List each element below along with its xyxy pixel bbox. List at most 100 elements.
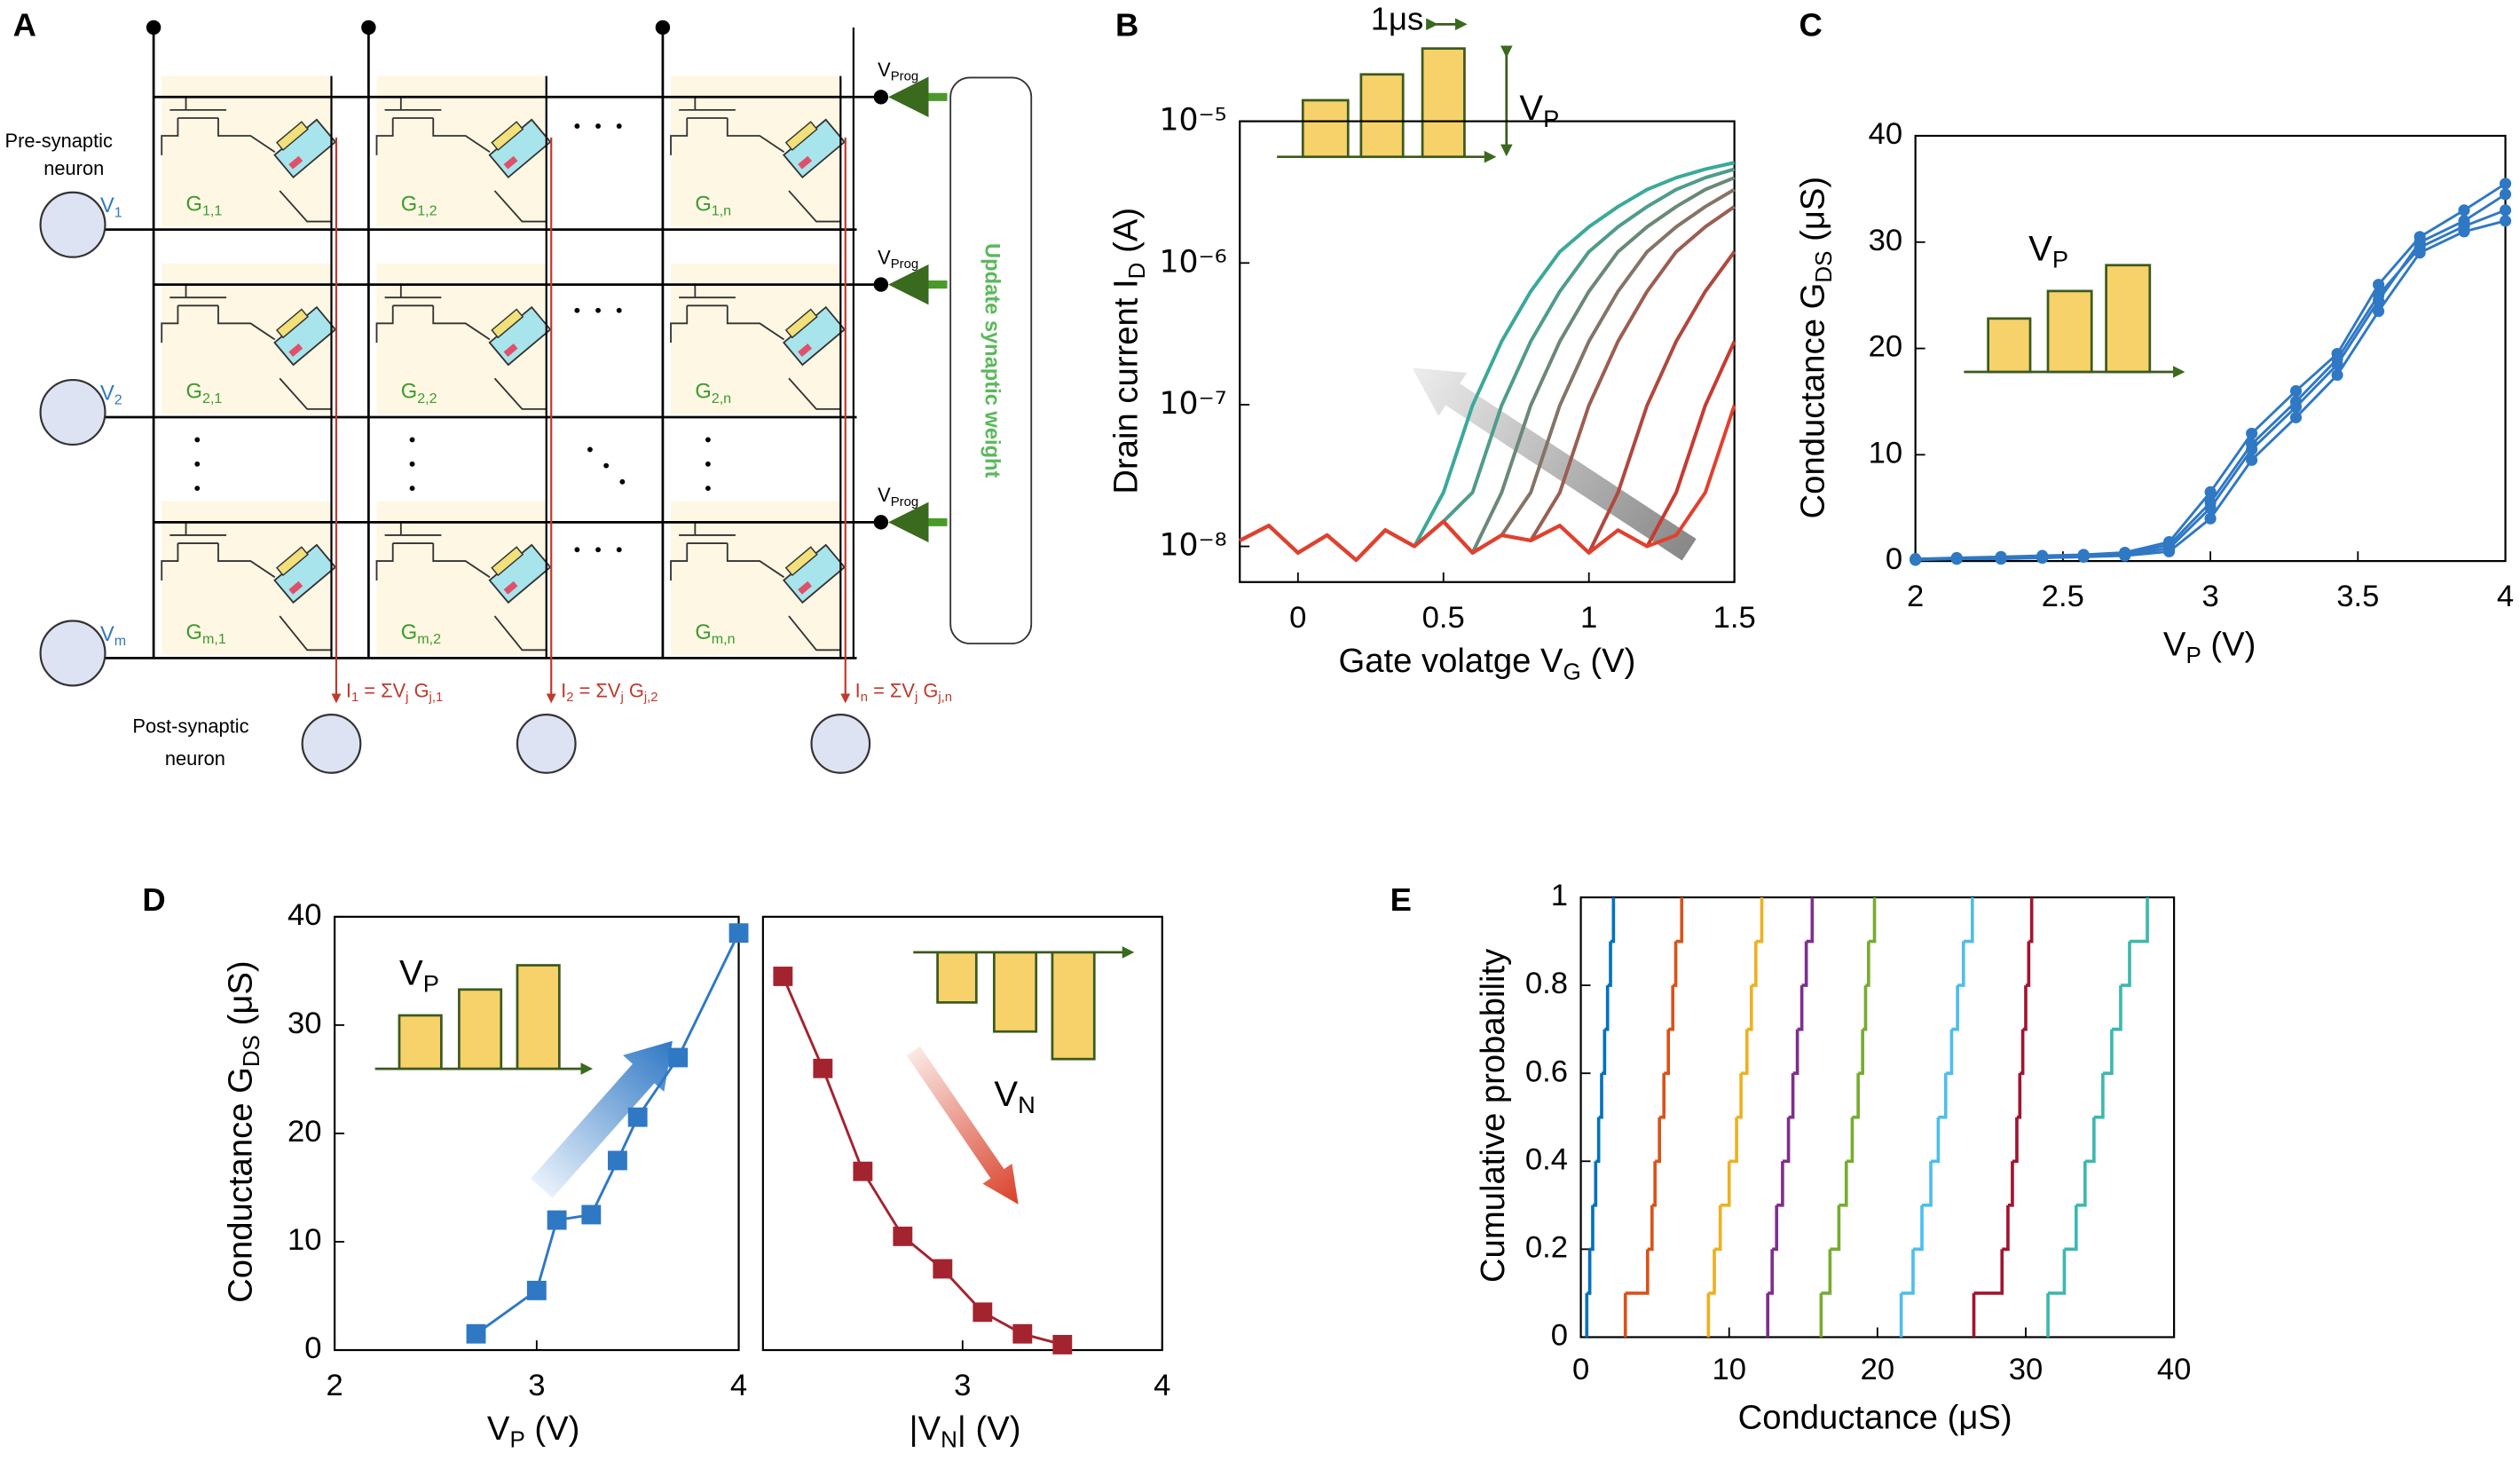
cdf-step xyxy=(1912,1204,1924,1252)
cdf-step xyxy=(1647,1204,1654,1252)
device-gate xyxy=(491,121,524,152)
label-part: P xyxy=(1543,105,1559,132)
cdf-step xyxy=(1792,1029,1799,1076)
data-point xyxy=(2458,215,2470,227)
cdf-step xyxy=(2075,1161,2087,1207)
cdf-step xyxy=(1746,985,1753,1031)
output-label: In = ΣVj Gj,n xyxy=(855,679,952,705)
node xyxy=(361,20,376,36)
cdf-step xyxy=(1675,896,1684,944)
x-tick-label: 4 xyxy=(2497,580,2514,613)
input-neuron xyxy=(39,378,106,446)
data-point xyxy=(1052,1335,1073,1354)
data-point xyxy=(2204,486,2217,498)
y-tick-label: 10 xyxy=(1869,436,1903,470)
update-label: Update synaptic weight xyxy=(980,243,1003,478)
data-point xyxy=(2163,545,2176,557)
ellipsis-dot xyxy=(705,486,711,492)
device-contact xyxy=(503,344,518,357)
data-point xyxy=(607,1150,627,1171)
y-tick-label: 0 xyxy=(304,1331,321,1365)
x-tick-label: 2 xyxy=(327,1369,343,1402)
data-point xyxy=(2289,411,2303,423)
label-part: = ΣV xyxy=(868,679,915,701)
device xyxy=(488,118,552,179)
x-axis-label: |VN| (V) xyxy=(910,1410,1021,1452)
node xyxy=(873,515,889,530)
cdf-step xyxy=(2025,941,2031,987)
pulse-inset xyxy=(913,946,1135,1061)
x-tick-label: 0.5 xyxy=(1422,601,1465,635)
label-part: (V) xyxy=(2201,626,2256,664)
data-point xyxy=(773,967,793,986)
y-axis-label: Drain current ID (A) xyxy=(1107,208,1150,494)
device xyxy=(782,118,847,179)
cdf-step xyxy=(1951,985,1959,1031)
ellipsis-dot xyxy=(409,486,415,492)
cdf-step xyxy=(1768,1249,1775,1295)
device xyxy=(273,543,337,604)
data-point xyxy=(2119,546,2131,559)
label-part: (V) xyxy=(525,1410,580,1448)
y-tick-label: 0.4 xyxy=(1525,1142,1568,1176)
cdf-step xyxy=(1720,1161,1731,1207)
label-part: V xyxy=(487,1410,510,1448)
x-tick-label: 30 xyxy=(2009,1353,2044,1386)
cdf-step xyxy=(2093,1073,2105,1119)
input-neuron xyxy=(39,620,106,687)
output-neuron xyxy=(516,714,577,774)
label-part: V xyxy=(878,59,891,81)
label-part: Conductance G xyxy=(221,1067,259,1303)
cell-label: Gm,n xyxy=(695,621,735,647)
data-line xyxy=(1239,167,1736,563)
label-part: V xyxy=(1519,88,1543,127)
y-axis-label: Cumulative probability xyxy=(1474,948,1512,1283)
device-lead xyxy=(788,377,841,410)
y-tick-label: 0.2 xyxy=(1525,1231,1568,1265)
label-part: I xyxy=(561,679,566,701)
label: Post-synaptic xyxy=(132,715,248,737)
y-tick-label: 0 xyxy=(1886,542,1902,576)
device-lead xyxy=(279,615,332,652)
label-part: G xyxy=(624,679,644,701)
update-box xyxy=(949,76,1033,644)
cell-label: G2,n xyxy=(695,381,731,407)
label-part: P xyxy=(2185,642,2201,668)
cdf-step xyxy=(2007,1161,2014,1207)
label-part: 1 xyxy=(114,205,122,221)
ellipsis-dot xyxy=(574,307,580,313)
node xyxy=(873,277,889,292)
data-line xyxy=(475,932,740,1336)
device-contact xyxy=(288,155,303,170)
ellipsis-dot xyxy=(409,437,415,443)
label-part: Prog xyxy=(891,257,918,272)
label-part: DS xyxy=(1810,251,1837,283)
prog-label: VProg xyxy=(878,484,918,509)
data-line xyxy=(1239,176,1736,563)
label-part: G xyxy=(401,621,417,644)
x-axis-label: VP (V) xyxy=(2163,626,2256,668)
data-point xyxy=(728,923,749,944)
y-tick-label: 1 xyxy=(1551,879,1568,912)
device-gate xyxy=(491,308,524,339)
data-point xyxy=(2331,347,2343,360)
label-part: j xyxy=(914,691,917,705)
y-axis-label: Conductance GDS (μS) xyxy=(221,960,264,1303)
data-point xyxy=(2499,215,2512,227)
cdf-step xyxy=(1604,985,1610,1031)
cdf-step xyxy=(1957,941,1965,987)
cell-label: G1,2 xyxy=(401,193,437,219)
label-part: V xyxy=(100,383,114,406)
data-point xyxy=(2204,512,2217,525)
data-point xyxy=(2204,501,2217,514)
panel-label: B xyxy=(1115,7,1138,43)
label: Pre-synaptic xyxy=(5,130,113,152)
device-lead xyxy=(788,615,841,652)
x-tick-label: 3.5 xyxy=(2336,580,2379,613)
cell-label: Gm,2 xyxy=(401,621,441,647)
data-point xyxy=(2331,358,2343,371)
label-part: I xyxy=(855,679,861,701)
label-part: j xyxy=(619,691,623,705)
prog-label: VProg xyxy=(878,59,918,84)
